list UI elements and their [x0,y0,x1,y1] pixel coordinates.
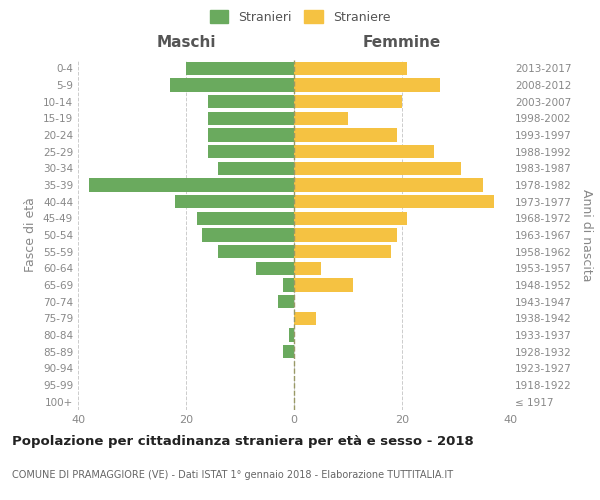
Bar [89,178,294,192]
Bar [202,228,294,241]
Bar [294,78,440,92]
Bar [218,245,294,258]
Bar [294,262,321,275]
Y-axis label: Anni di nascita: Anni di nascita [580,188,593,281]
Bar [294,245,391,258]
Bar [197,212,294,225]
Bar [294,228,397,241]
Bar [289,328,294,342]
Bar [170,78,294,92]
Text: Popolazione per cittadinanza straniera per età e sesso - 2018: Popolazione per cittadinanza straniera p… [12,435,474,448]
Bar [175,195,294,208]
Bar [278,295,294,308]
Bar [294,62,407,75]
Bar [186,62,294,75]
Bar [294,162,461,175]
Bar [208,95,294,108]
Bar [218,162,294,175]
Bar [283,345,294,358]
Bar [294,112,348,125]
Bar [294,178,483,192]
Bar [294,312,316,325]
Bar [294,278,353,291]
Bar [294,145,434,158]
Bar [283,278,294,291]
Bar [208,112,294,125]
Bar [208,145,294,158]
Bar [256,262,294,275]
Y-axis label: Fasce di età: Fasce di età [25,198,37,272]
Bar [294,95,402,108]
Bar [294,212,407,225]
Text: COMUNE DI PRAMAGGIORE (VE) - Dati ISTAT 1° gennaio 2018 - Elaborazione TUTTITALI: COMUNE DI PRAMAGGIORE (VE) - Dati ISTAT … [12,470,453,480]
Legend: Stranieri, Straniere: Stranieri, Straniere [206,6,394,28]
Text: Maschi: Maschi [156,35,216,50]
Bar [294,195,494,208]
Text: Femmine: Femmine [363,35,441,50]
Bar [294,128,397,141]
Bar [208,128,294,141]
